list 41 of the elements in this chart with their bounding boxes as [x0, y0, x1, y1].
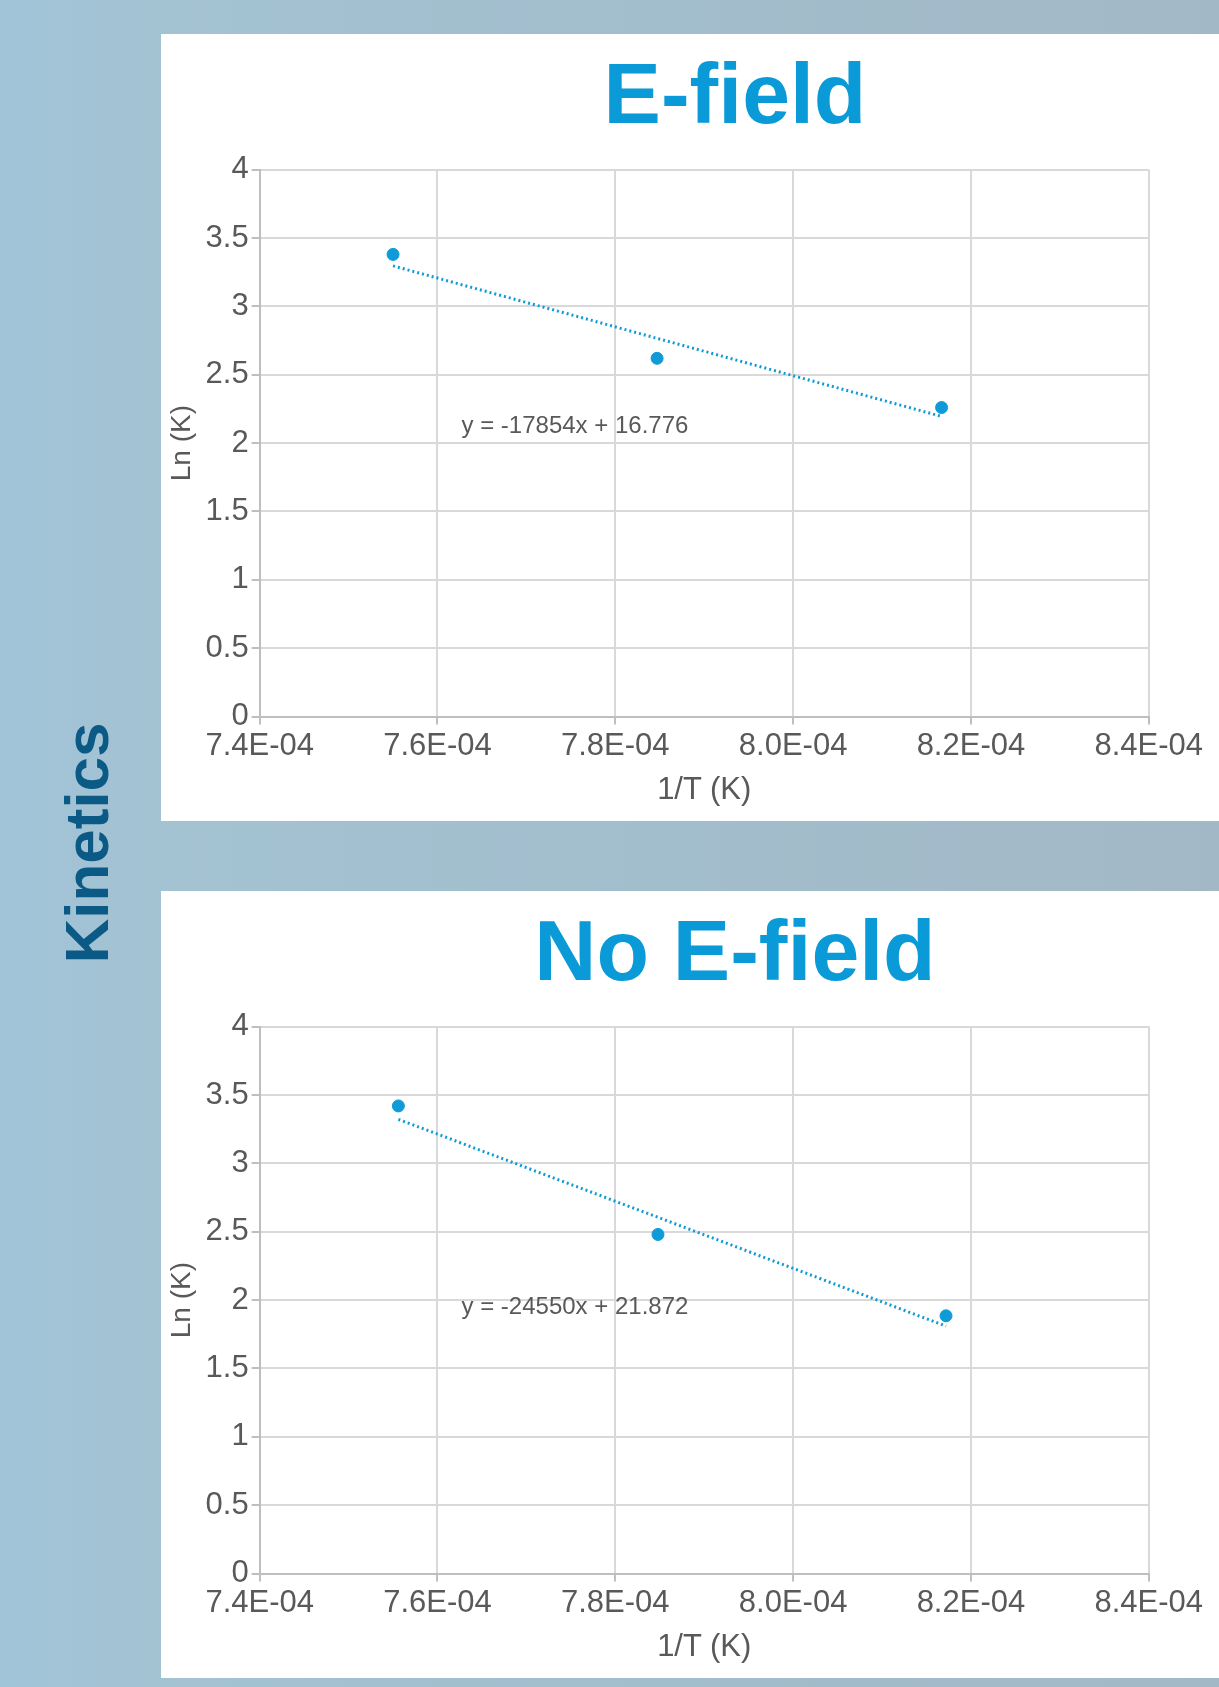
x-tick-label: 8.4E-04: [1094, 1583, 1203, 1619]
point: [386, 247, 400, 261]
y-tick-label: 2.5: [205, 1212, 249, 1248]
y-tick-label: 3: [231, 286, 249, 322]
chart-title: E-field: [602, 44, 868, 143]
x-tick-label: 7.6E-04: [383, 726, 492, 762]
point: [651, 1227, 665, 1241]
point: [650, 351, 664, 365]
x-tick-label: 7.8E-04: [561, 1583, 670, 1619]
chart-title: No E-field: [533, 901, 937, 1000]
annotation: y = -24550x + 21.872: [461, 1292, 689, 1320]
point: [935, 401, 949, 415]
x-tick-label: 8.2E-04: [916, 726, 1026, 762]
point: [939, 1309, 953, 1323]
y-tick-label: 3.5: [205, 218, 249, 254]
x-tick-label: 8.0E-04: [738, 1583, 848, 1619]
x-tick-label: 7.6E-04: [383, 1583, 492, 1619]
y-tick-label: 4: [231, 150, 249, 186]
x-axis-title: 1/T (K): [657, 770, 752, 806]
annotation: y = -17854x + 16.776: [461, 410, 689, 438]
y-tick-label: 1.5: [205, 1349, 249, 1385]
y-tick-label: 0.5: [205, 1485, 249, 1521]
x-axis-title: 1/T (K): [657, 1627, 752, 1663]
x-tick-label: 8.4E-04: [1094, 726, 1203, 762]
y-tick-label: 0.5: [205, 628, 249, 664]
x-tick-label: 7.8E-04: [561, 726, 670, 762]
point: [391, 1099, 405, 1113]
y-tick-label: 1.5: [205, 492, 249, 528]
y-axis-title: Ln (K): [164, 1261, 196, 1339]
y-tick-label: 3: [231, 1143, 249, 1179]
x-tick-label: 8.0E-04: [738, 726, 848, 762]
y-tick-label: 2: [231, 1280, 249, 1316]
y-tick-label: 3.5: [205, 1075, 249, 1111]
x-tick-label: 8.2E-04: [916, 1583, 1026, 1619]
text: Kinetics: [50, 722, 122, 964]
y-axis-title: Ln (K): [164, 404, 196, 482]
y-tick-label: 4: [231, 1007, 249, 1043]
y-tick-label: 2: [231, 423, 249, 459]
y-tick-label: 2.5: [205, 355, 249, 391]
y-tick-label: 1: [231, 560, 249, 596]
y-tick-label: 1: [231, 1417, 249, 1453]
